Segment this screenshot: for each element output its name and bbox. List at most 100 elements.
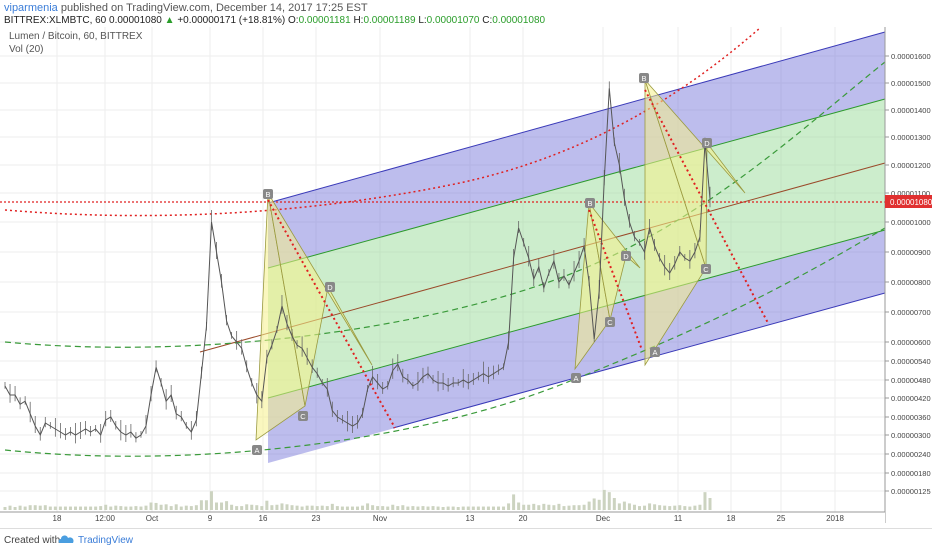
volume-bar: [401, 505, 405, 510]
volume-bar: [356, 506, 359, 510]
volume-bar: [310, 505, 314, 510]
volume-bar: [416, 506, 420, 510]
volume-bar: [124, 506, 128, 510]
volume-bar: [421, 506, 425, 510]
time-tick-label: 12:00: [95, 514, 116, 523]
volume-bar: [396, 506, 400, 510]
symbol-label: BITTREX:XLMBTC, 60: [4, 15, 107, 26]
volume-bar: [376, 506, 380, 510]
volume-bar: [13, 507, 17, 510]
publish-text: published on TradingView.com, December 1…: [60, 2, 368, 14]
price-tick-label: 0.00000240: [891, 450, 931, 459]
volume-bar: [109, 506, 113, 510]
volume-bar: [522, 504, 526, 510]
pattern-point-marker: [605, 317, 615, 327]
price-tick-label: 0.00001400: [891, 106, 931, 115]
volume-bar: [164, 504, 168, 510]
price-tick-label: 0.00001100: [891, 189, 930, 198]
pattern-point-label: D: [623, 252, 629, 261]
time-axis-bg: [0, 512, 885, 523]
volume-bar: [270, 505, 274, 510]
volume-bar: [325, 506, 329, 510]
time-axis-ticks: 18 12:00 Oct 9 16 23 Nov 13 20 Dec 11 18 25 2018: [53, 514, 845, 523]
volume-bar: [517, 502, 521, 510]
pattern-point-label: C: [607, 318, 613, 327]
volume-bar: [179, 506, 183, 510]
volume-bar: [149, 502, 153, 510]
close-label: C:: [482, 15, 493, 26]
volume-bar: [345, 506, 349, 510]
volume-bar: [305, 505, 309, 510]
volume-bar: [466, 506, 470, 510]
pattern-point-marker: [325, 282, 335, 292]
ohlc-bar: BITTREX:XLMBTC, 60 0.00001080 ▲ +0.00000…: [4, 15, 545, 26]
pattern-point-label: B: [641, 74, 646, 83]
volume-bar: [502, 506, 506, 510]
volume-bar: [63, 506, 67, 510]
volume-bar: [89, 506, 93, 510]
publish-info: viparmenia published on TradingView.com,…: [4, 2, 368, 14]
volume-bar: [68, 506, 72, 510]
volume-bar: [406, 506, 410, 510]
open-value: 0.00001181: [298, 15, 351, 26]
volume-bar: [129, 506, 133, 510]
volume-bar: [300, 506, 304, 510]
pattern-point-label: A: [573, 374, 578, 383]
close-value: 0.00001080: [492, 15, 546, 26]
volume-bar: [250, 504, 254, 510]
volume-bar: [673, 505, 677, 510]
price-tick-label: 0.00000600: [891, 338, 931, 347]
time-tick-label: 20: [519, 514, 528, 523]
volume-bar: [28, 505, 32, 510]
volume-bar: [285, 504, 289, 510]
volume-bar: [512, 494, 516, 510]
volume-bar: [456, 507, 460, 510]
volume-bar: [184, 505, 188, 510]
pattern-point-marker: [252, 445, 262, 455]
volume-bar: [275, 504, 279, 510]
price-tick-label: 0.00000700: [891, 308, 931, 317]
volume-bar: [567, 505, 571, 510]
volume-bar: [552, 505, 556, 510]
volume-bar: [668, 506, 672, 510]
time-tick-label: 23: [312, 514, 321, 523]
volume-bar: [43, 505, 47, 510]
time-tick-label: Dec: [596, 514, 610, 523]
volume-indicator-label[interactable]: Vol (20): [9, 44, 44, 55]
volume-bar: [688, 506, 692, 510]
volume-bar: [340, 506, 344, 510]
low-value: 0.00001070: [426, 15, 480, 26]
volume-bar: [582, 504, 586, 510]
author-link[interactable]: viparmenia: [4, 2, 58, 14]
volume-bar: [245, 504, 249, 510]
volume-bar: [220, 502, 224, 510]
volume-bar: [295, 505, 299, 510]
price-tick-label: 0.00000540: [891, 357, 931, 366]
pattern-point-label: C: [703, 265, 709, 274]
volume-bar: [84, 506, 88, 510]
tradingview-brand[interactable]: TradingView: [78, 535, 134, 546]
chart-legend: Lumen / Bitcoin, 60, BITTREX Vol (20): [9, 30, 142, 56]
pattern-point-marker: [263, 189, 273, 199]
volume-bar: [315, 506, 319, 510]
change-value: +0.00000171 (+18.81%): [177, 15, 286, 26]
time-tick-label: 25: [777, 514, 786, 523]
high-label: H:: [353, 15, 364, 26]
pattern-point-marker: [621, 251, 631, 261]
green-dashed-curve-lower: [4, 227, 886, 457]
volume-bar: [612, 498, 616, 510]
pattern-point-marker: [639, 73, 649, 83]
volume-bar: [194, 505, 198, 510]
price-tick-label: 0.00001600: [891, 52, 931, 61]
volume-bar: [617, 503, 621, 510]
volume-bar: [119, 506, 123, 510]
change-arrow: ▲: [164, 15, 175, 26]
price-tick-label: 0.00001300: [891, 133, 931, 142]
volume-bar: [532, 503, 536, 510]
volume-bar: [632, 504, 636, 510]
volume-bar: [139, 506, 143, 510]
volume-bar: [235, 506, 239, 510]
volume-bar: [698, 504, 702, 510]
volume-bar: [350, 506, 354, 510]
